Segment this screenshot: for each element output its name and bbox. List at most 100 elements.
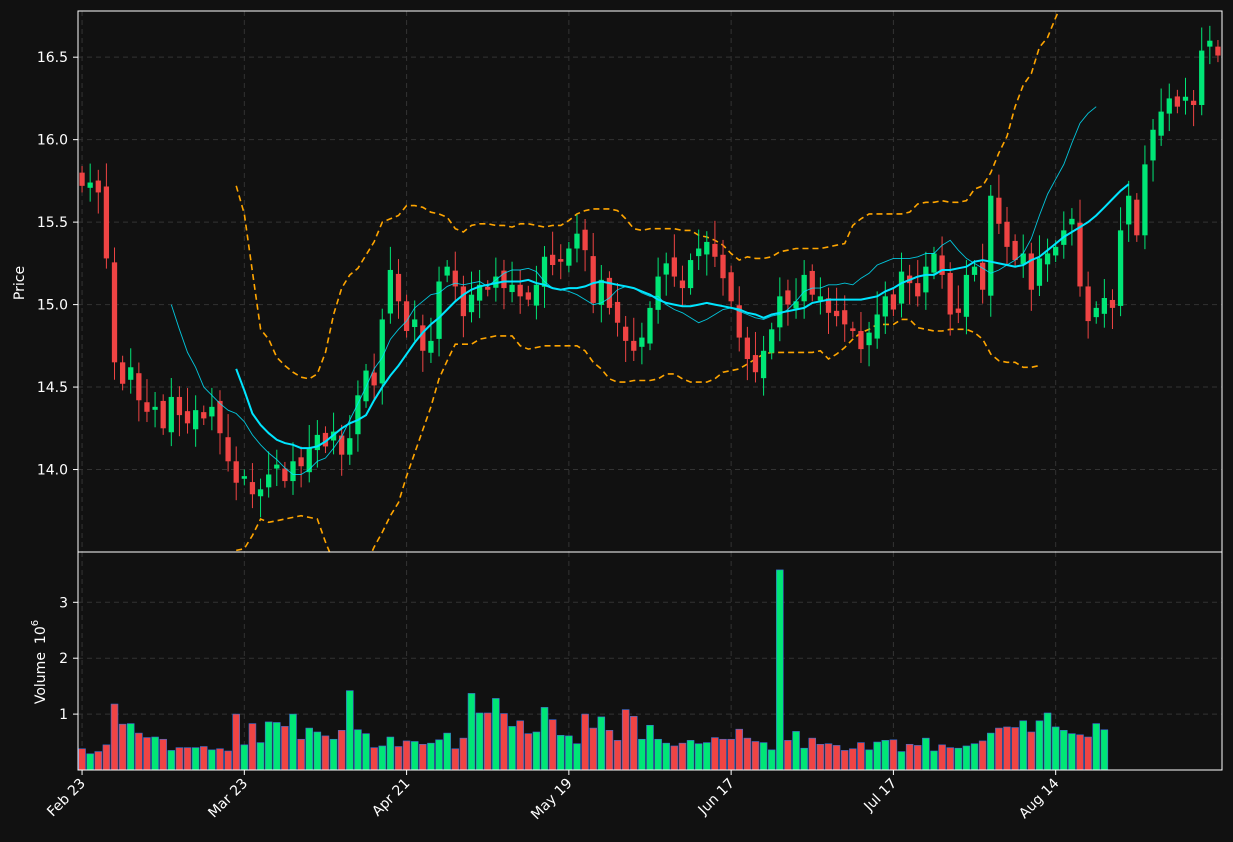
candle-body — [858, 330, 864, 350]
volume-bar — [1003, 726, 1011, 771]
volume-bar — [881, 740, 890, 771]
volume-bar — [419, 743, 427, 771]
bollinger-lower-line — [236, 318, 1040, 552]
volume-bar — [110, 703, 119, 771]
volume-bar — [500, 713, 508, 771]
volume-bar — [840, 750, 849, 771]
volume-bar — [475, 712, 484, 771]
candle-body — [201, 412, 207, 419]
candle-body — [347, 438, 353, 455]
candle-body — [996, 197, 1002, 224]
candle-body — [306, 448, 312, 473]
volume-bar — [1019, 720, 1027, 771]
volume-bar — [719, 738, 727, 771]
candle-body — [825, 298, 832, 313]
volume-bar — [443, 732, 451, 771]
volume-grid — [78, 552, 1222, 770]
volume-bar — [638, 738, 646, 771]
candle-body — [1069, 218, 1075, 225]
candle-body — [939, 255, 945, 275]
candle-body — [728, 272, 734, 302]
volume-bar — [370, 747, 378, 771]
volume-bar — [905, 743, 914, 771]
candle-body — [663, 263, 669, 275]
candle-body — [1077, 222, 1083, 287]
candle-body — [233, 461, 239, 483]
volume-bar — [816, 743, 825, 771]
candle-body — [671, 257, 677, 277]
volume-bar — [889, 739, 898, 771]
volume-y-label-exponent: 6 — [30, 620, 41, 626]
candle-body — [801, 274, 807, 302]
volume-panel: 1 2 3 Volume 106 — [30, 551, 1223, 771]
volume-bar — [329, 738, 338, 771]
volume-bar — [362, 733, 370, 771]
volume-bar — [784, 740, 792, 771]
candle-body — [1174, 96, 1181, 107]
volume-bar — [191, 747, 200, 771]
volume-bar — [435, 739, 443, 771]
volume-bar — [987, 732, 995, 771]
volume-bar — [621, 709, 630, 771]
volume-y-label-base: 10 — [33, 626, 49, 644]
candle-body — [444, 266, 450, 276]
volume-y-label: Volume 106 — [30, 620, 49, 704]
volume-bar — [694, 743, 703, 771]
volume-bar — [175, 747, 184, 771]
volume-bar — [1076, 734, 1084, 771]
candle-body — [266, 474, 272, 488]
volume-bar — [857, 742, 865, 771]
candle-body — [1199, 50, 1205, 106]
volume-bar — [954, 747, 963, 771]
candle-body — [1134, 199, 1140, 236]
volume-bar — [573, 743, 581, 771]
candle-body — [403, 301, 410, 331]
volume-bar — [751, 741, 760, 771]
bollinger-bands — [235, 11, 1060, 552]
candle-body — [655, 276, 661, 310]
volume-bar — [1100, 729, 1109, 771]
candle-body — [590, 256, 596, 303]
candle-body — [947, 272, 953, 315]
volume-y-axis: 1 2 3 — [59, 595, 78, 723]
volume-bar — [540, 707, 549, 771]
candle-body — [1020, 253, 1026, 265]
candle-body — [842, 310, 848, 325]
candle-body — [1166, 98, 1172, 114]
volume-bar — [135, 732, 143, 771]
candle-body — [395, 273, 402, 302]
candle-body — [606, 277, 613, 308]
candle-body — [614, 301, 621, 323]
candle-body — [696, 248, 702, 257]
candle-body — [501, 270, 507, 289]
price-y-tick-label: 15.0 — [37, 298, 68, 314]
candle-body — [687, 260, 694, 289]
volume-bar — [922, 737, 930, 771]
candle-body — [420, 325, 426, 351]
volume-bar — [508, 726, 516, 771]
candle-body — [915, 283, 921, 297]
volume-bar — [337, 730, 346, 771]
price-y-tick-label: 16.0 — [37, 133, 68, 149]
candle-body — [339, 435, 345, 455]
candle-body — [460, 286, 467, 317]
candle-body — [809, 270, 815, 295]
volume-bar — [613, 740, 622, 771]
candle-body — [355, 395, 361, 435]
candle-body — [882, 296, 888, 317]
volume-bar — [605, 730, 614, 771]
volume-bar — [686, 740, 695, 771]
volume-bar — [711, 737, 719, 771]
volume-bar — [1043, 712, 1052, 771]
volume-bar — [849, 748, 857, 771]
volume-bar — [532, 731, 541, 771]
moving-averages — [170, 106, 1130, 475]
candle-body — [955, 308, 961, 313]
volume-bar — [305, 727, 313, 771]
volume-bar — [1027, 731, 1036, 771]
candle-body — [1028, 253, 1034, 290]
candle-body — [574, 233, 580, 249]
volume-bar — [897, 751, 906, 771]
volume-bar — [200, 746, 208, 771]
candle-body — [241, 476, 247, 479]
